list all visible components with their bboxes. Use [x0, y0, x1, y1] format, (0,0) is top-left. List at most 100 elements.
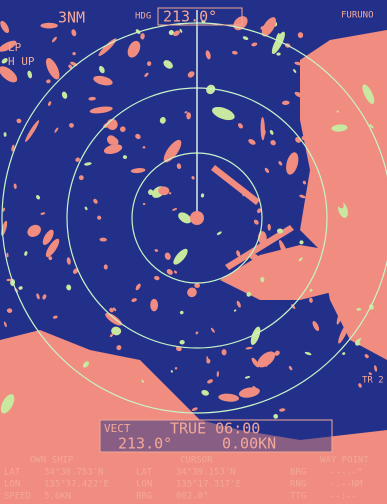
echo	[187, 287, 197, 298]
echo	[172, 208, 178, 211]
echo	[298, 257, 303, 262]
echo	[261, 17, 277, 37]
echo	[93, 75, 113, 86]
echo	[147, 61, 152, 67]
echo	[336, 301, 347, 325]
echo	[260, 116, 265, 141]
echo	[290, 269, 299, 276]
echo	[154, 249, 159, 252]
echo	[27, 224, 41, 238]
trail-label: TR 2	[362, 376, 384, 386]
echo	[334, 47, 339, 52]
echo	[201, 390, 209, 396]
echo	[238, 387, 260, 398]
echo	[361, 214, 365, 217]
echo	[6, 308, 13, 313]
echo	[147, 189, 154, 196]
echo	[0, 40, 17, 52]
echo	[216, 371, 219, 377]
echo	[291, 304, 296, 310]
echo	[236, 300, 241, 308]
echo	[311, 139, 317, 147]
vector-box	[99, 419, 333, 453]
echo	[269, 129, 274, 135]
echo	[304, 128, 308, 133]
info-value: -.--NM	[330, 480, 363, 490]
hdg-label: HDG	[135, 12, 151, 22]
echo	[109, 333, 114, 338]
echo	[75, 157, 80, 162]
echo	[25, 120, 40, 142]
echo	[71, 29, 77, 37]
pulse-label: LP	[8, 41, 22, 54]
echo	[331, 124, 348, 132]
echo	[275, 277, 279, 286]
info-label: SPEED	[4, 492, 31, 502]
echo	[351, 48, 359, 55]
echo	[111, 365, 121, 393]
echo	[357, 232, 361, 237]
echo	[154, 275, 160, 281]
echo	[122, 155, 128, 159]
echo	[294, 61, 303, 66]
echo	[264, 167, 270, 173]
info-value: 002.0°	[176, 492, 209, 502]
echo	[336, 110, 339, 113]
info-label: BRG	[136, 492, 152, 502]
echo	[72, 51, 76, 56]
echo	[312, 64, 319, 68]
echo	[6, 278, 13, 282]
echo	[195, 331, 199, 335]
echo	[309, 288, 313, 292]
echo	[163, 60, 173, 69]
echo	[170, 370, 173, 373]
echo	[338, 256, 357, 271]
echo	[206, 84, 216, 95]
echo	[286, 152, 299, 175]
echo	[246, 291, 252, 297]
echo	[99, 237, 107, 242]
echo	[53, 354, 58, 358]
echo	[200, 193, 205, 198]
echo	[144, 72, 149, 77]
echo	[140, 33, 145, 40]
echo	[166, 269, 173, 275]
echo	[159, 117, 166, 124]
echo	[179, 28, 183, 33]
echo	[135, 283, 141, 291]
echo	[308, 192, 313, 198]
echo	[82, 361, 90, 368]
echo	[301, 135, 307, 141]
echo	[256, 277, 261, 286]
echo	[240, 19, 246, 24]
echo	[130, 167, 146, 174]
info-value: ---.-°	[330, 468, 363, 478]
echo	[187, 71, 195, 78]
echo	[334, 94, 347, 107]
echo	[168, 30, 174, 36]
echo	[281, 100, 290, 105]
info-value: 135°17.317'E	[176, 480, 241, 490]
echo	[194, 282, 201, 288]
echo	[249, 253, 259, 261]
echo	[240, 256, 245, 261]
echo	[24, 251, 28, 256]
echo	[46, 79, 51, 84]
echo	[353, 322, 358, 328]
echo	[7, 374, 14, 379]
echo	[42, 229, 54, 245]
info-value: 5.6KN	[44, 492, 71, 502]
echo	[0, 394, 15, 414]
echo	[98, 65, 105, 74]
echo	[368, 101, 385, 119]
echo	[179, 310, 184, 315]
echo	[263, 363, 268, 367]
info-value: 34°38.753'N	[44, 468, 104, 478]
echo	[18, 286, 23, 290]
echo	[270, 140, 276, 146]
echo	[347, 147, 361, 173]
info-label: BRG	[290, 468, 306, 478]
echo	[380, 254, 383, 259]
echo	[250, 326, 261, 345]
info-table: OWN SHIP CURSOR WAY POINT LAT 34°38.753'N LAT…	[4, 456, 369, 502]
